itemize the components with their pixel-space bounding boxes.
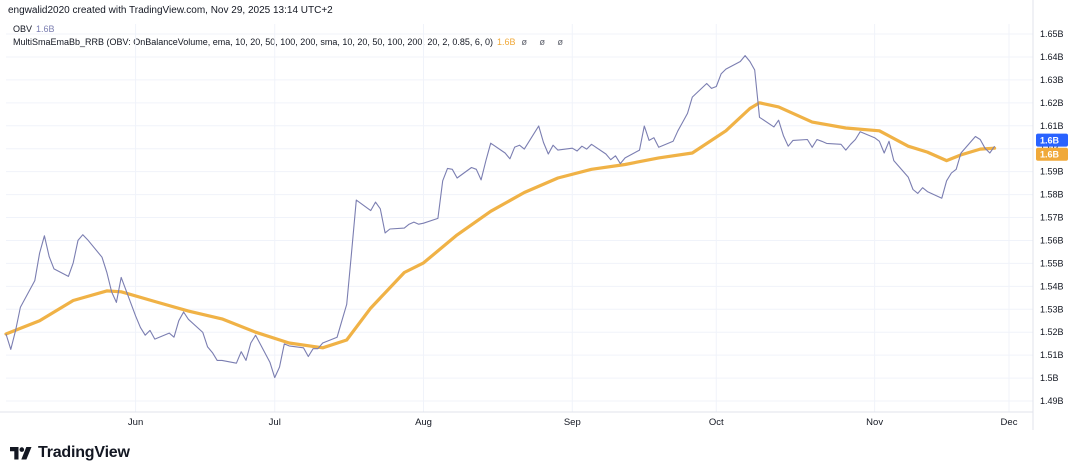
y-tick-label: 1.51B xyxy=(1040,350,1064,360)
ma-series-line xyxy=(4,101,997,350)
y-tick-label: 1.65B xyxy=(1040,29,1064,39)
chart-credit: engwalid2020 created with TradingView.co… xyxy=(8,5,333,16)
obv-last-value-badge: 1.6B xyxy=(1036,133,1068,147)
y-tick-label: 1.64B xyxy=(1040,52,1064,62)
ma-last-value-badge-bg xyxy=(1036,147,1068,161)
ma-last-value-badge-text: 1.6B xyxy=(1040,150,1060,160)
legend-obv-label: OBV xyxy=(13,24,33,34)
legend-study-symbols: ø ø ø xyxy=(521,37,568,47)
legend-study-value: 1.6B xyxy=(496,37,516,47)
y-tick-label: 1.57B xyxy=(1040,213,1064,223)
obv-last-value-badge-text: 1.6B xyxy=(1040,135,1060,145)
obv-last-value-badge-bg xyxy=(1036,133,1068,147)
legend-study-label: MultiSmaEmaBb_RRB (OBV: OnBalanceVolume,… xyxy=(13,37,493,47)
y-tick-label: 1.58B xyxy=(1040,190,1064,200)
x-tick-label: Jul xyxy=(269,417,281,428)
legend-study[interactable]: MultiSmaEmaBb_RRB (OBV: OnBalanceVolume,… xyxy=(13,37,568,47)
y-tick-label: 1.59B xyxy=(1040,167,1064,177)
x-tick-label: Jun xyxy=(128,417,143,428)
y-tick-label: 1.56B xyxy=(1040,235,1064,245)
obv-series-line xyxy=(5,55,996,379)
x-tick-label: Dec xyxy=(1001,417,1018,428)
x-tick-label: Aug xyxy=(415,417,432,428)
y-tick-label: 1.5B xyxy=(1040,373,1059,383)
legend-obv-value: 1.6B xyxy=(36,24,55,34)
y-tick-label: 1.53B xyxy=(1040,304,1064,314)
y-tick-label: 1.61B xyxy=(1040,121,1064,131)
y-tick-label: 1.49B xyxy=(1040,396,1064,406)
x-tick-label: Nov xyxy=(866,417,883,428)
tradingview-logo-icon xyxy=(10,446,32,459)
legend-obv[interactable]: OBV 1.6B xyxy=(13,24,55,34)
tradingview-brand: TradingView xyxy=(10,442,130,464)
ma-last-value-badge: 1.6B xyxy=(1036,147,1068,161)
brand-name: TradingView xyxy=(38,444,130,461)
x-tick-label: Sep xyxy=(564,417,581,428)
y-tick-label: 1.54B xyxy=(1040,281,1064,291)
y-tick-label: 1.55B xyxy=(1040,258,1064,268)
y-tick-label: 1.52B xyxy=(1040,327,1064,337)
obv-chart[interactable]: 1.65B 1.64B 1.63B 1.62B 1.61B 1.6B 1.59B 1.58B 1… xyxy=(0,0,1080,440)
y-tick-label: 1.62B xyxy=(1040,98,1064,108)
x-tick-label: Oct xyxy=(709,417,724,428)
y-tick-label: 1.63B xyxy=(1040,75,1064,85)
